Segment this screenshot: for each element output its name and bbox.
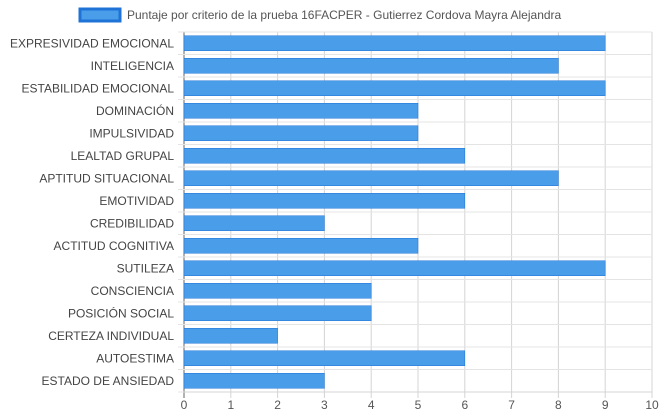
x-tick-label: 10 [645,398,659,412]
bar[interactable] [183,373,325,389]
category-label: AUTOESTIMA [96,351,174,365]
category-label: SUTILEZA [117,261,174,275]
x-tick-label: 6 [461,398,468,412]
x-tick-label: 9 [602,398,609,412]
bar[interactable] [183,103,419,119]
category-label: CONSCIENCIA [91,284,174,298]
bar[interactable] [183,58,559,74]
category-label: DOMINACIÓN [96,103,174,118]
bar[interactable] [183,125,419,141]
category-axis: EXPRESIVIDAD EMOCIONAL INTELIGENCIA ESTABI… [10,36,174,388]
x-tick-label: 2 [274,398,281,412]
bar[interactable] [183,283,372,299]
bar[interactable] [183,215,325,231]
legend[interactable]: Puntaje por criterio de la prueba 16FACP… [78,7,562,23]
category-label: APTITUD SITUACIONAL [39,171,174,185]
x-tick-label: 0 [181,398,188,412]
bar[interactable] [183,305,372,321]
category-label: EMOTIVIDAD [99,194,174,208]
legend-label[interactable]: Puntaje por criterio de la prueba 16FACP… [127,8,562,22]
value-axis: 0 1 2 3 4 5 6 7 8 9 10 [181,398,659,412]
category-label: ESTABILIDAD EMOCIONAL [22,81,175,95]
category-label: POSICIÓN SOCIAL [68,305,174,320]
category-label: CERTEZA INDIVIDUAL [48,329,174,343]
category-label: EXPRESIVIDAD EMOCIONAL [10,36,174,50]
bar[interactable] [183,260,606,276]
bar[interactable] [183,350,466,366]
bar[interactable] [183,148,466,164]
category-label: INTELIGENCIA [91,59,174,73]
category-label: CREDIBILIDAD [90,216,174,230]
bar[interactable] [183,170,559,186]
legend-swatch[interactable] [78,7,122,23]
x-tick-label: 3 [321,398,328,412]
category-label: IMPULSIVIDAD [89,126,174,140]
x-tick-label: 5 [415,398,422,412]
x-tick-label: 8 [555,398,562,412]
x-tick-label: 1 [227,398,234,412]
category-label: ACTITUD COGNITIVA [54,239,174,253]
bar[interactable] [183,193,466,209]
bar[interactable] [183,328,278,344]
x-tick-label: 7 [508,398,515,412]
bar[interactable] [183,35,606,51]
category-label: ESTADO DE ANSIEDAD [42,374,175,388]
bar[interactable] [183,80,606,96]
bar-group [183,35,606,389]
x-tick-label: 4 [368,398,375,412]
category-label: LEALTAD GRUPAL [71,149,175,163]
bar[interactable] [183,238,419,254]
